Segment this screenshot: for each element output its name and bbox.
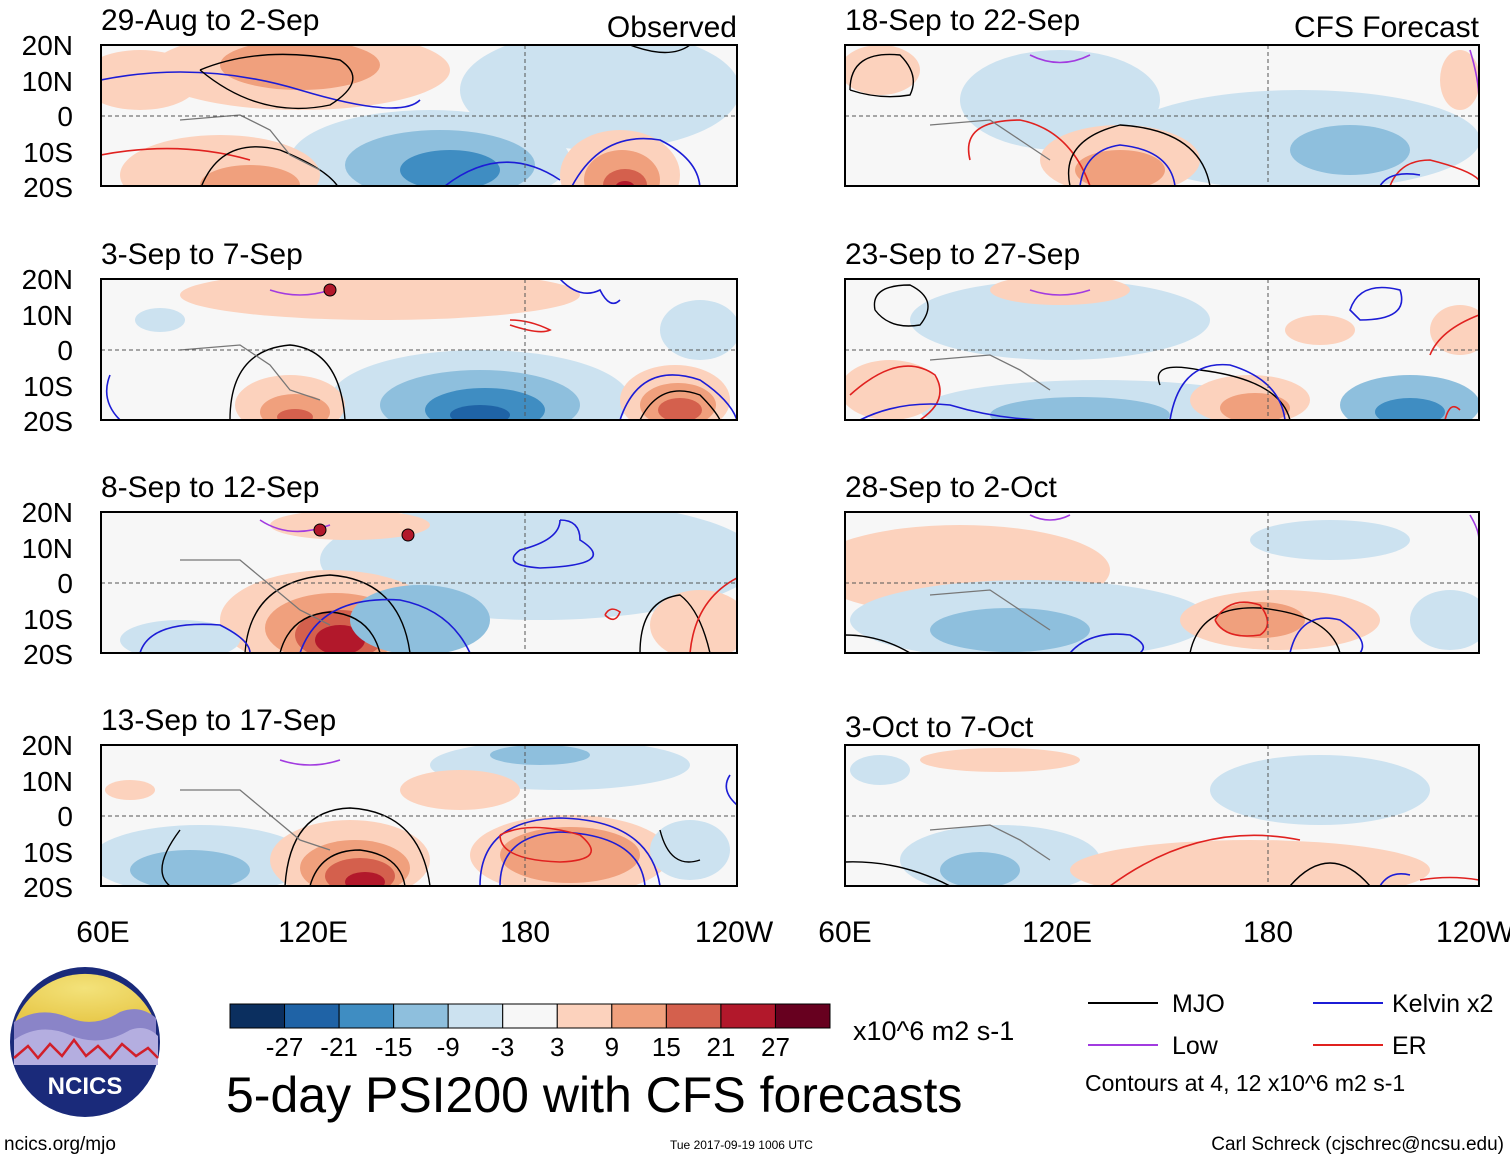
panel-5 [844,278,1480,421]
y-tick-label: 20S [23,639,73,670]
footer-author: Carl Schreck (cjschrec@ncsu.edu) [1211,1134,1504,1155]
y-tick-label: 20N [22,30,73,61]
footer-url: ncics.org/mjo [4,1134,116,1155]
panel-1 [100,278,738,421]
y-tick-label: 10S [23,371,73,402]
panel-4 [844,44,1480,187]
main-title: 5-day PSI200 with CFS forecasts [226,1067,962,1123]
units-label: x10^6 m2 s-1 [853,1016,1014,1046]
panel-title-1: 3-Sep to 7-Sep [101,238,303,271]
panel-2 [100,511,738,654]
ncics-logo: NCICS [10,967,160,1117]
legend-label-low: Low [1172,1032,1219,1060]
legend-label-mjo: MJO [1172,990,1225,1018]
x-tick-label: 180 [1243,916,1293,949]
column-heading-observed: Observed [607,11,737,44]
colorbar-swatch [774,1003,831,1029]
colorbar-tick-label: -27 [266,1032,304,1062]
colorbar-swatch [284,1003,340,1029]
panel-title-4: 18-Sep to 22-Sep [845,4,1080,37]
panel-title-6: 28-Sep to 2-Oct [845,471,1057,504]
y-tick-label: 10N [22,300,73,331]
logo-text: NCICS [48,1073,123,1100]
x-tick-label: 120E [1022,916,1092,949]
y-tick-label: 10S [23,837,73,868]
panel-title-2: 8-Sep to 12-Sep [101,471,319,504]
colorbar-swatch [338,1003,395,1029]
panel-7 [844,744,1480,887]
y-tick-label: 20N [22,264,73,295]
legend-label-kelvin: Kelvin x2 [1392,990,1493,1018]
legend: MJO Kelvin x2 Low ER [1088,990,1493,1060]
panel-title-5: 23-Sep to 27-Sep [845,238,1080,271]
y-tick-label: 20N [22,497,73,528]
colorbar-tick-label: 21 [706,1032,735,1062]
y-tick-label: 20N [22,730,73,761]
x-tick-label: 120E [278,916,348,949]
x-tick-label: 180 [500,916,550,949]
y-tick-label: 10S [23,137,73,168]
x-tick-label: 60E [818,916,871,949]
panel-0 [100,44,738,187]
y-tick-label: 0 [57,568,73,599]
y-axis-labels: 20N 10N 0 10S 20S 20N 10N 0 10S 20S 20N … [22,30,73,903]
colorbar-tick-label: 9 [605,1032,619,1062]
colorbar-swatch [556,1003,613,1029]
colorbar-swatch [229,1003,286,1029]
column-heading-forecast: CFS Forecast [1294,11,1480,44]
panel-title-3: 13-Sep to 17-Sep [101,704,336,737]
x-tick-label: 120W [1436,916,1510,949]
x-tick-label: 120W [695,916,774,949]
panel-title-7: 3-Oct to 7-Oct [845,711,1034,744]
colorbar-tick-label: 3 [550,1032,564,1062]
panel-6 [844,511,1480,654]
colorbar: -27 -21 -15 -9 -3 3 9 15 21 27 [229,1003,831,1062]
colorbar-tick-label: -3 [491,1032,514,1062]
y-tick-label: 10S [23,604,73,635]
panel-title-0: 29-Aug to 2-Sep [101,4,319,37]
colorbar-swatch [611,1003,667,1029]
x-axis-labels: 60E 120E 180 120W 60E 120E 180 120W [76,916,1510,949]
y-tick-label: 0 [57,101,73,132]
colorbar-tick-label: -21 [320,1032,358,1062]
x-tick-label: 60E [76,916,129,949]
y-tick-label: 0 [57,801,73,832]
colorbar-swatch [720,1003,776,1029]
legend-label-er: ER [1392,1032,1427,1060]
y-tick-label: 20S [23,872,73,903]
y-tick-label: 10N [22,766,73,797]
y-tick-label: 0 [57,335,73,366]
contour-note: Contours at 4, 12 x10^6 m2 s-1 [1085,1070,1405,1096]
colorbar-tick-label: 27 [761,1032,790,1062]
colorbar-swatch [393,1003,449,1029]
footer-timestamp: Tue 2017-09-19 1006 UTC [670,1138,813,1152]
colorbar-swatch [665,1003,722,1029]
colorbar-swatch [447,1003,504,1029]
y-tick-label: 10N [22,533,73,564]
y-tick-label: 20S [23,172,73,203]
colorbar-tick-label: 15 [652,1032,681,1062]
colorbar-tick-label: -9 [437,1032,460,1062]
panel-3 [100,744,738,887]
y-tick-label: 10N [22,66,73,97]
colorbar-tick-label: -15 [375,1032,413,1062]
y-tick-label: 20S [23,406,73,437]
colorbar-swatch [502,1003,558,1029]
